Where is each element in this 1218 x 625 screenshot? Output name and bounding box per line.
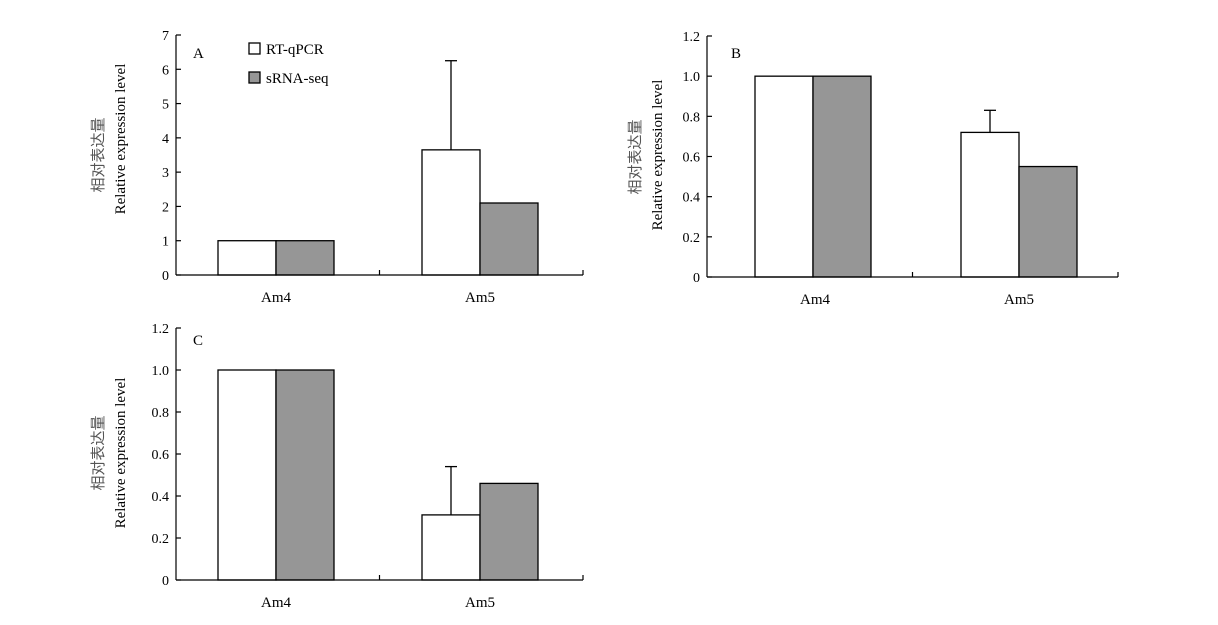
x-tick-label-am5: Am5 <box>465 595 495 611</box>
y-tick-label: 0.4 <box>152 490 170 505</box>
y-axis-title: Relative expression level <box>113 378 129 529</box>
y-tick-label: 6 <box>162 63 169 78</box>
y-tick-label: 1.0 <box>152 364 170 379</box>
legend: RT-qPCR sRNA-seq <box>248 42 329 87</box>
y-tick-label: 0.8 <box>683 110 701 125</box>
panel-a: 0 1 2 3 4 5 6 7 Am4 Am5 A Relative expression level… <box>89 29 584 306</box>
legend-label-srna-seq: sRNA-seq <box>266 71 329 87</box>
y-tick-label: 7 <box>162 29 169 44</box>
legend-label-rt-qpcr: RT-qPCR <box>266 42 324 58</box>
y-tick-label: 2 <box>162 200 169 215</box>
y-tick-label: 1 <box>162 235 169 250</box>
y-tick-label: 0 <box>693 271 700 286</box>
y-tick-label: 3 <box>162 166 169 181</box>
panel-b: 0 0.2 0.4 0.6 0.8 1.0 1.2 Am4 Am5 B Relative expre… <box>626 30 1119 308</box>
y-tick-label: 1.2 <box>683 30 701 45</box>
y-axis-title: Relative expression level <box>650 80 666 231</box>
bar-am5-srna-seq <box>479 482 539 581</box>
panel-label: A <box>193 46 204 62</box>
y-axis-title-zh: 相对表达量 <box>89 415 107 490</box>
y-tick-label: 0.4 <box>683 191 701 206</box>
bar-am4-srna-seq <box>275 240 335 276</box>
x-tick-label-am4: Am4 <box>261 290 292 306</box>
x-tick-label-am4: Am4 <box>800 292 831 308</box>
y-tick-label: 1.0 <box>683 70 701 85</box>
y-axis-title: Relative expression level <box>113 64 129 215</box>
panel-label: C <box>193 333 203 349</box>
bar-am5-rt-qpcr <box>421 149 481 276</box>
legend-swatch-rt-qpcr <box>248 42 261 55</box>
bar-am4-rt-qpcr <box>217 240 277 276</box>
x-tick-label-am5: Am5 <box>1004 292 1034 308</box>
y-axis-title-zh: 相对表达量 <box>89 117 107 192</box>
y-tick-label: 0 <box>162 269 169 284</box>
panel-label: B <box>731 46 741 62</box>
y-tick-label: 4 <box>162 132 169 147</box>
bar-am5-srna-seq <box>479 202 539 276</box>
panel-c: 0 0.2 0.4 0.6 0.8 1.0 1.2 Am4 Am5 C Relative expre… <box>89 322 584 611</box>
bar-am4-srna-seq <box>812 75 872 278</box>
bar-am4-rt-qpcr <box>754 75 814 278</box>
bar-am5-srna-seq <box>1018 165 1078 278</box>
y-tick-label: 0.8 <box>152 406 170 421</box>
y-axis-title-zh: 相对表达量 <box>626 119 644 194</box>
y-tick-label: 0.6 <box>152 448 170 463</box>
bar-am5-rt-qpcr <box>960 131 1020 278</box>
x-tick-label-am5: Am5 <box>465 290 495 306</box>
y-tick-label: 0.2 <box>683 231 701 246</box>
y-tick-label: 1.2 <box>152 322 170 337</box>
y-tick-label: 0 <box>162 574 169 589</box>
legend-swatch-srna-seq <box>248 71 261 84</box>
bar-am4-rt-qpcr <box>217 369 277 581</box>
y-tick-label: 0.2 <box>152 532 170 547</box>
x-tick-label-am4: Am4 <box>261 595 292 611</box>
bar-am4-srna-seq <box>275 369 335 581</box>
y-tick-label: 5 <box>162 98 169 113</box>
y-tick-label: 0.6 <box>683 151 701 166</box>
bar-am5-rt-qpcr <box>421 514 481 581</box>
